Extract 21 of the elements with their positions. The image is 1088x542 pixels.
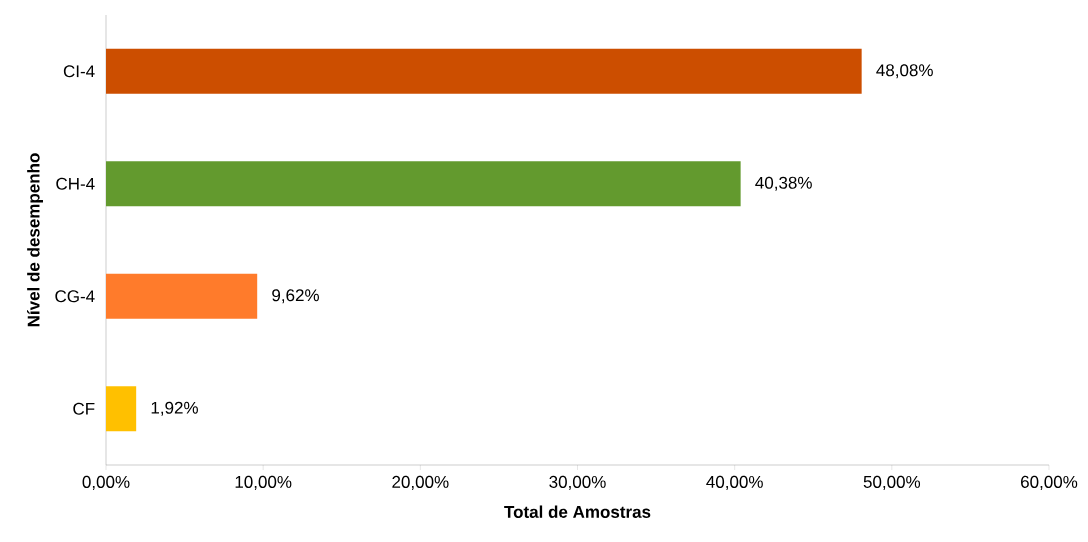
data-label: 9,62% bbox=[272, 289, 319, 304]
x-axis-title: Total de Amostras bbox=[504, 505, 651, 518]
bar bbox=[106, 273, 258, 319]
y-tick-label: CG-4 bbox=[55, 290, 95, 303]
data-label: 40,38% bbox=[755, 176, 812, 191]
x-tick-label: 20,00% bbox=[392, 475, 449, 490]
data-label: 48,08% bbox=[876, 64, 933, 79]
bar bbox=[106, 161, 741, 207]
x-tick-label: 60,00% bbox=[1021, 475, 1078, 490]
x-tick-label: 30,00% bbox=[549, 475, 606, 490]
x-tick-label: 10,00% bbox=[235, 475, 292, 490]
x-tick-label: 50,00% bbox=[863, 475, 921, 490]
x-tick-label: 40,00% bbox=[706, 475, 763, 490]
y-tick-label: CF bbox=[73, 402, 95, 415]
data-label: 1,92% bbox=[151, 401, 198, 416]
bar bbox=[106, 386, 137, 432]
y-axis-title: Nível de desempenho bbox=[26, 153, 43, 327]
x-tick-label: 0,00% bbox=[82, 475, 130, 490]
y-tick-label: CH-4 bbox=[56, 177, 95, 190]
y-tick-label: CI-4 bbox=[63, 65, 95, 78]
bar bbox=[106, 48, 862, 94]
